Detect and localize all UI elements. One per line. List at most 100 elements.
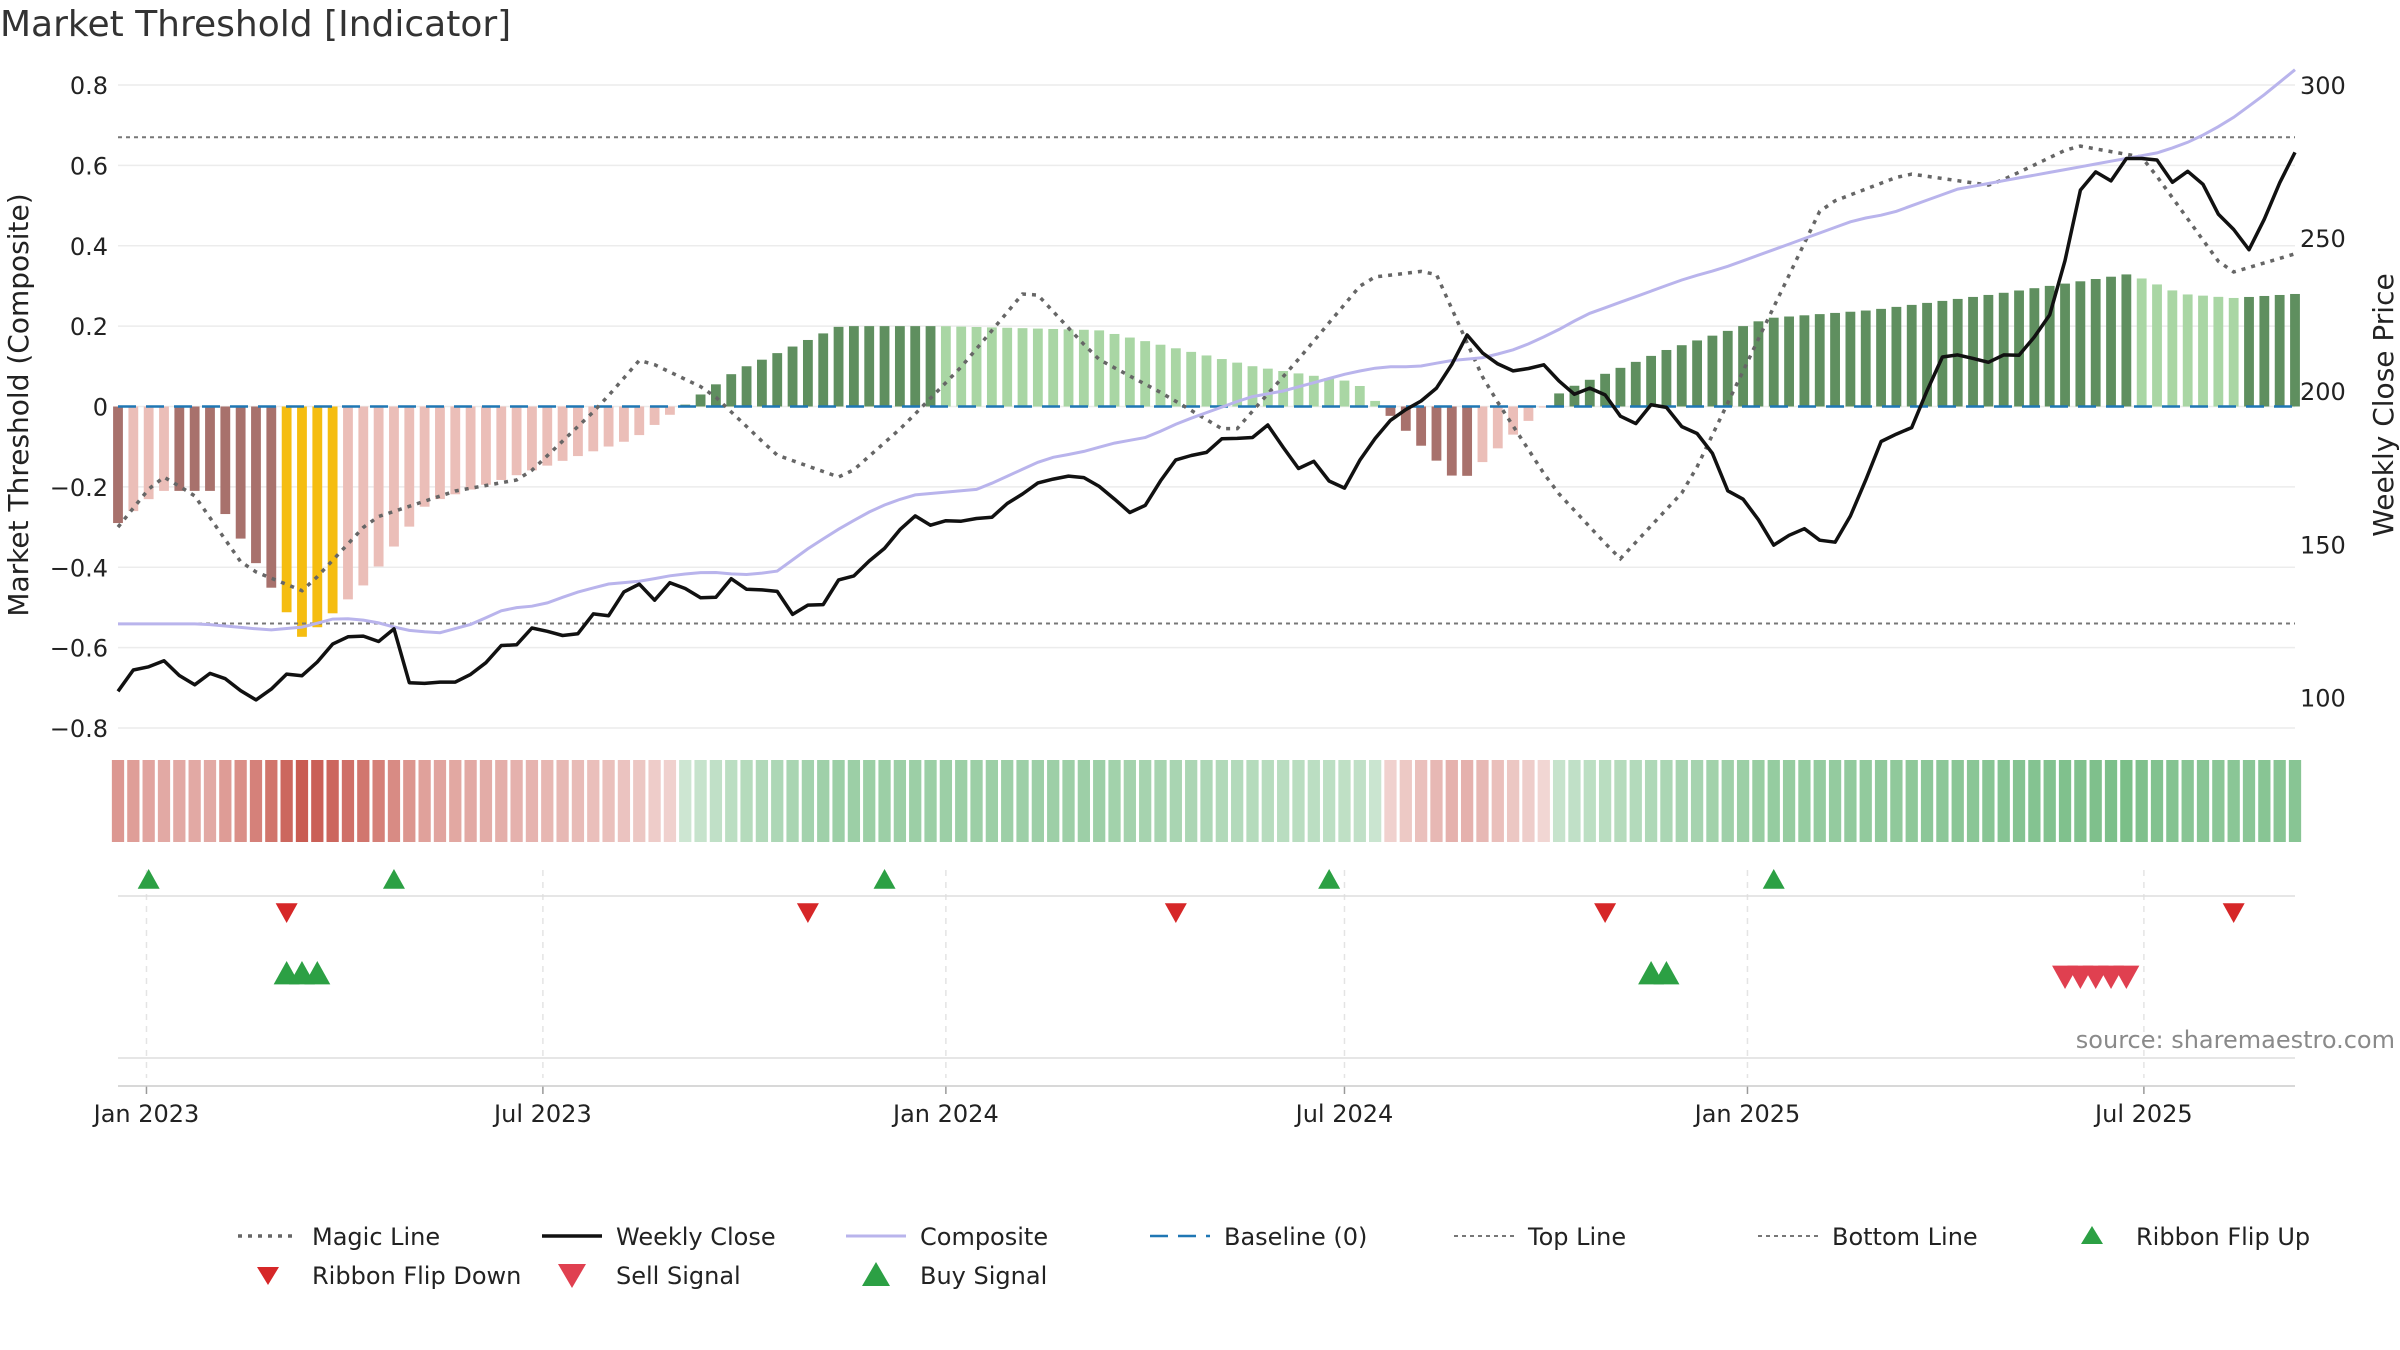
composite-bar bbox=[1508, 406, 1519, 435]
ribbon-cell bbox=[525, 760, 539, 842]
ribbon-cell bbox=[2258, 760, 2271, 842]
composite-bar bbox=[1753, 321, 1764, 407]
ribbon-cell bbox=[1767, 760, 1780, 842]
composite-bar bbox=[971, 326, 982, 407]
composite-bar bbox=[312, 406, 323, 628]
ribbon-cell bbox=[1169, 760, 1182, 842]
ribbon-cell bbox=[556, 760, 569, 842]
ribbon-cell bbox=[1277, 760, 1290, 842]
composite-bar bbox=[1216, 359, 1227, 407]
composite-bar bbox=[2274, 294, 2285, 407]
grid-layer bbox=[118, 84, 2295, 1078]
ribbon-cell bbox=[1491, 760, 1504, 842]
composite-bar bbox=[1140, 341, 1151, 407]
legend-label: Composite bbox=[920, 1223, 1048, 1251]
ribbon-cell bbox=[755, 760, 769, 842]
composite-bar bbox=[619, 406, 629, 442]
ribbon-cell bbox=[2227, 760, 2240, 842]
legend-label: Magic Line bbox=[312, 1223, 440, 1251]
ribbon-cell bbox=[1522, 760, 1535, 842]
ribbon-cell bbox=[1828, 760, 1842, 842]
composite-bar bbox=[1308, 375, 1319, 407]
ribbon-cell bbox=[2273, 760, 2286, 842]
y-tick-label: 0.6 bbox=[70, 152, 108, 180]
composite-bar bbox=[557, 406, 568, 461]
composite-bar bbox=[358, 406, 369, 586]
ribbon-cell bbox=[541, 760, 554, 842]
ribbon-cell bbox=[2089, 760, 2102, 842]
y-tick-label: −0.2 bbox=[50, 474, 108, 502]
composite-bar bbox=[573, 406, 583, 457]
legend-swatch-sell-signal bbox=[558, 1264, 586, 1288]
legend-item: Buy Signal bbox=[862, 1262, 1047, 1290]
legend-item: Baseline (0) bbox=[1150, 1223, 1367, 1251]
composite-bar bbox=[818, 333, 829, 407]
line-layer bbox=[116, 68, 2297, 702]
ribbon-cell bbox=[740, 760, 753, 842]
composite-bar bbox=[2044, 285, 2055, 407]
ribbon-cell bbox=[2104, 760, 2118, 842]
composite-bar bbox=[1860, 310, 1871, 407]
ribbon-cell bbox=[173, 760, 186, 842]
composite-bar bbox=[1738, 326, 1748, 407]
ribbon-cell bbox=[326, 760, 339, 842]
composite-bar bbox=[864, 326, 875, 407]
ribbon-cell bbox=[1460, 760, 1474, 842]
buy-signal-marker bbox=[1653, 961, 1680, 985]
legend-label: Buy Signal bbox=[920, 1262, 1047, 1290]
composite-bar bbox=[1032, 328, 1043, 407]
legend-item: Ribbon Flip Down bbox=[257, 1262, 521, 1290]
composite-bar bbox=[1048, 328, 1059, 407]
x-tick-label: Jul 2025 bbox=[2093, 1100, 2193, 1128]
legend-item: Bottom Line bbox=[1758, 1223, 1978, 1251]
composite-bar bbox=[1799, 315, 1810, 407]
ribbon-cell bbox=[1644, 760, 1658, 842]
y2-tick-label: 100 bbox=[2300, 684, 2346, 712]
composite-bar bbox=[1155, 344, 1166, 407]
composite-bar bbox=[2152, 284, 2162, 407]
legend-label: Baseline (0) bbox=[1224, 1223, 1367, 1251]
composite-bar bbox=[1278, 371, 1289, 407]
composite-bar bbox=[665, 406, 675, 415]
ribbon-cell bbox=[1782, 760, 1796, 842]
ribbon-cell bbox=[157, 760, 171, 842]
ribbon-cell bbox=[372, 760, 385, 842]
ribbon-cell bbox=[127, 760, 140, 842]
legend-item: Top Line bbox=[1454, 1223, 1626, 1251]
legend-label: Top Line bbox=[1527, 1223, 1626, 1251]
legend-item: Ribbon Flip Up bbox=[2081, 1223, 2310, 1251]
composite-bar bbox=[1247, 366, 1258, 407]
composite-bar bbox=[1554, 393, 1565, 407]
composite-bar bbox=[527, 406, 537, 471]
ribbon-cell bbox=[1598, 760, 1612, 842]
ribbon-cell bbox=[1982, 760, 1995, 842]
legend-label: Weekly Close bbox=[616, 1223, 776, 1251]
composite-bar bbox=[1676, 345, 1687, 407]
ribbon-cell bbox=[1506, 760, 1520, 842]
composite-bar bbox=[542, 406, 553, 466]
ribbon-cell bbox=[2120, 760, 2133, 842]
composite-bar bbox=[1400, 406, 1411, 431]
composite-bar bbox=[1937, 300, 1948, 407]
ribbon-cell bbox=[1123, 760, 1136, 842]
composite-bar bbox=[2136, 278, 2147, 407]
composite-bar bbox=[649, 406, 660, 425]
composite-bar bbox=[1569, 385, 1580, 407]
ribbon-cell bbox=[1583, 760, 1596, 842]
y2-tick-label: 300 bbox=[2300, 72, 2346, 100]
composite-bar bbox=[450, 406, 461, 495]
ribbon-cell bbox=[801, 760, 815, 842]
composite-bar bbox=[2121, 274, 2132, 407]
ribbon-cell bbox=[1690, 760, 1704, 842]
composite-bar bbox=[2029, 288, 2040, 407]
composite-bar bbox=[266, 406, 277, 588]
ribbon-cell bbox=[878, 760, 891, 842]
ribbon-cell bbox=[955, 760, 968, 842]
composite-bar bbox=[986, 327, 997, 407]
composite-bar bbox=[1446, 406, 1457, 476]
ribbon-cell bbox=[1936, 760, 1949, 842]
y-tick-label: 0.2 bbox=[70, 313, 108, 341]
ribbon-cell bbox=[1905, 760, 1918, 842]
y-tick-label: −0.8 bbox=[50, 715, 108, 743]
legend-swatch-flip-up bbox=[2081, 1226, 2103, 1244]
